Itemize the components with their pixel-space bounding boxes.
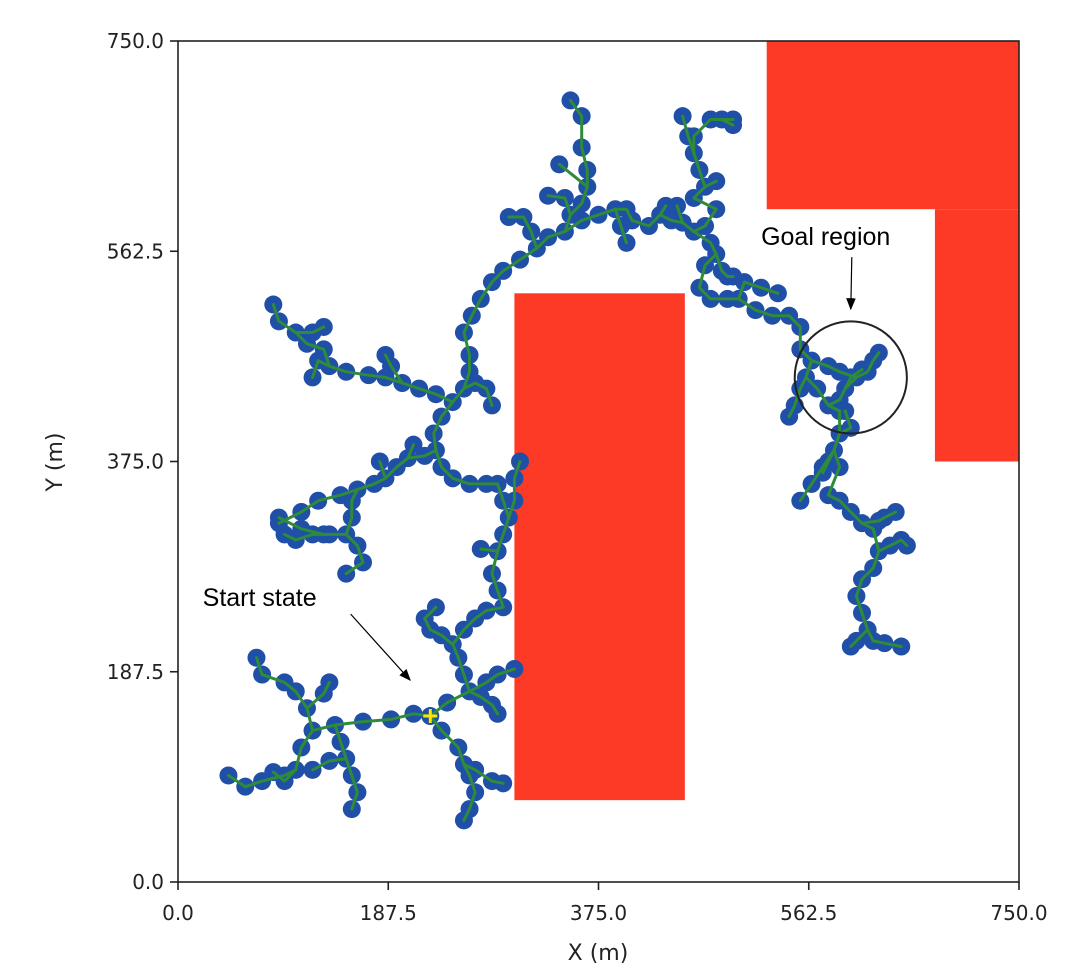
tree-edge bbox=[344, 532, 365, 576]
tree-edge bbox=[826, 364, 858, 379]
tree-edge bbox=[468, 482, 511, 553]
tree-edge bbox=[255, 656, 315, 733]
tree-edge bbox=[305, 680, 331, 710]
tree-edge bbox=[798, 448, 836, 503]
tree-edge bbox=[546, 194, 572, 234]
y-axis-label: Y (m) bbox=[43, 432, 68, 492]
tree-edge bbox=[569, 98, 589, 217]
start-marker bbox=[423, 709, 438, 724]
start-layer bbox=[423, 709, 438, 724]
tree-edge bbox=[697, 252, 791, 318]
tree-edge bbox=[462, 762, 505, 785]
y-tick-label: 562.5 bbox=[107, 239, 164, 263]
tree-edges-layer bbox=[227, 98, 909, 822]
obstacle-2 bbox=[766, 41, 1019, 210]
tree-edge bbox=[692, 230, 735, 278]
tree-edge bbox=[877, 538, 909, 553]
goal-region-circle bbox=[793, 320, 908, 435]
obstacle-layer bbox=[514, 41, 1019, 801]
tree-edge bbox=[451, 605, 505, 693]
tree-edge bbox=[333, 723, 359, 811]
tree-edge bbox=[490, 549, 505, 609]
annotation-label-2: Goal region bbox=[761, 223, 890, 251]
tree-edge bbox=[462, 213, 600, 391]
tree-edge bbox=[854, 594, 903, 648]
tree-edge bbox=[787, 359, 814, 419]
tree-edge bbox=[271, 303, 331, 368]
goal-layer bbox=[793, 320, 908, 435]
goal-region-arrow bbox=[846, 257, 856, 311]
tree-edge bbox=[468, 689, 500, 716]
tree-edge bbox=[451, 381, 494, 407]
tree-edge bbox=[658, 213, 696, 234]
tree-edge bbox=[423, 605, 455, 646]
x-tick-label: 0.0 bbox=[162, 901, 194, 925]
x-tick-label: 187.5 bbox=[360, 901, 417, 925]
x-axis-label: X (m) bbox=[568, 941, 629, 966]
tree-edge bbox=[692, 118, 735, 234]
tree-edge bbox=[294, 325, 326, 334]
tree-edge bbox=[378, 460, 387, 480]
tree-edge bbox=[703, 179, 718, 189]
tree-edge bbox=[681, 114, 696, 155]
tree-edge bbox=[277, 448, 438, 525]
tree-edge bbox=[428, 667, 516, 718]
obstacle-3 bbox=[934, 209, 1019, 462]
tree-edge bbox=[507, 215, 539, 250]
tree-edge bbox=[406, 443, 415, 460]
tree-edge bbox=[597, 207, 628, 245]
tree-edge bbox=[428, 714, 477, 822]
tree-edge bbox=[787, 314, 830, 368]
x-tick-label: 375.0 bbox=[570, 901, 627, 925]
tree-edge bbox=[849, 628, 870, 648]
annotation-layer: Start state Goal region bbox=[203, 223, 890, 682]
y-axis: 0.0 187.5 375.0 562.5 750.0 bbox=[107, 29, 178, 894]
tree-edge bbox=[479, 547, 500, 553]
tree-edge bbox=[311, 757, 348, 772]
tree-edge bbox=[383, 353, 404, 385]
tree-edge bbox=[826, 493, 881, 615]
tree-edge bbox=[804, 375, 842, 413]
y-tick-label: 750.0 bbox=[107, 29, 164, 53]
tree-edge bbox=[277, 516, 326, 536]
tree-edge bbox=[311, 359, 455, 404]
tree-edge bbox=[838, 409, 853, 435]
tree-edge bbox=[283, 488, 359, 542]
y-tick-label: 0.0 bbox=[132, 870, 164, 894]
tree-edge bbox=[613, 204, 668, 228]
tree-edge bbox=[675, 204, 685, 225]
tree-edge bbox=[860, 510, 898, 525]
tree-edge bbox=[227, 712, 432, 789]
annotation-label-1: Start state bbox=[203, 584, 317, 612]
tree-edge bbox=[507, 460, 522, 520]
tree-edge bbox=[826, 448, 842, 497]
tree-edge bbox=[557, 162, 589, 189]
tree-edge bbox=[720, 118, 735, 127]
x-tick-label: 750.0 bbox=[990, 901, 1047, 925]
tree-edge bbox=[843, 351, 881, 391]
start-state-arrow bbox=[350, 613, 411, 682]
y-tick-label: 375.0 bbox=[107, 450, 164, 474]
obstacle-1 bbox=[514, 293, 685, 801]
tree-edge bbox=[271, 768, 298, 783]
x-axis: 0.0 187.5 375.0 562.5 750.0 bbox=[162, 882, 1048, 925]
y-tick-label: 187.5 bbox=[107, 660, 164, 684]
x-tick-label: 562.5 bbox=[780, 901, 837, 925]
tree-edge bbox=[737, 280, 780, 301]
